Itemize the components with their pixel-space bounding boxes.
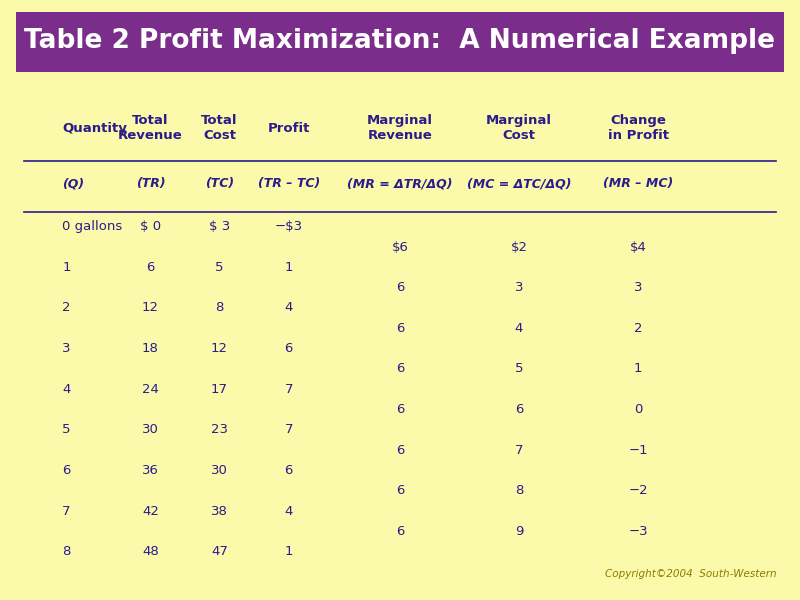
- Text: 38: 38: [211, 505, 228, 518]
- Text: 2: 2: [62, 301, 70, 314]
- Text: −2: −2: [628, 484, 648, 497]
- Text: −$3: −$3: [274, 220, 302, 233]
- Text: 6: 6: [285, 464, 293, 477]
- Text: 42: 42: [142, 505, 159, 518]
- Text: Marginal
Cost: Marginal Cost: [486, 115, 552, 142]
- Text: 2: 2: [634, 322, 642, 335]
- Text: Change
in Profit: Change in Profit: [607, 115, 669, 142]
- Text: (TR): (TR): [135, 178, 166, 190]
- Text: 6: 6: [396, 322, 404, 335]
- Text: Quantity: Quantity: [62, 122, 127, 135]
- Text: (MR = ΔTR/ΔQ): (MR = ΔTR/ΔQ): [347, 178, 453, 190]
- Text: 6: 6: [62, 464, 70, 477]
- Text: $2: $2: [510, 241, 527, 254]
- Text: 6: 6: [396, 403, 404, 416]
- Text: 5: 5: [215, 261, 224, 274]
- Text: Profit: Profit: [267, 122, 310, 135]
- Text: 18: 18: [142, 342, 159, 355]
- Text: $4: $4: [630, 241, 646, 254]
- Text: Copyright©2004  South-Western: Copyright©2004 South-Western: [605, 569, 776, 580]
- Text: (TC): (TC): [205, 178, 234, 190]
- Text: 30: 30: [211, 464, 228, 477]
- Text: 4: 4: [285, 505, 293, 518]
- Text: 8: 8: [215, 301, 224, 314]
- Text: 7: 7: [62, 505, 70, 518]
- Text: 5: 5: [62, 424, 70, 436]
- Text: (Q): (Q): [62, 178, 84, 190]
- Text: −1: −1: [628, 443, 648, 457]
- Text: 12: 12: [142, 301, 159, 314]
- Text: 6: 6: [396, 281, 404, 294]
- Text: (MC = ΔTC/ΔQ): (MC = ΔTC/ΔQ): [466, 178, 571, 190]
- Text: (MR – MC): (MR – MC): [603, 178, 674, 190]
- Text: 24: 24: [142, 383, 159, 396]
- Text: 4: 4: [515, 322, 523, 335]
- Text: Total
Revenue: Total Revenue: [118, 115, 182, 142]
- Text: 4: 4: [285, 301, 293, 314]
- Text: 47: 47: [211, 545, 228, 558]
- Text: 1: 1: [284, 545, 293, 558]
- Text: 4: 4: [62, 383, 70, 396]
- Text: 7: 7: [284, 383, 293, 396]
- Text: $6: $6: [391, 241, 409, 254]
- Text: 6: 6: [285, 342, 293, 355]
- Text: (TR – TC): (TR – TC): [258, 178, 320, 190]
- Text: 23: 23: [211, 424, 228, 436]
- Text: 0 gallons: 0 gallons: [62, 220, 122, 233]
- Text: 17: 17: [211, 383, 228, 396]
- Text: 6: 6: [396, 362, 404, 376]
- Text: 1: 1: [634, 362, 642, 376]
- Text: 7: 7: [514, 443, 523, 457]
- Text: Total
Cost: Total Cost: [202, 115, 238, 142]
- Text: $ 3: $ 3: [209, 220, 230, 233]
- Text: Marginal
Revenue: Marginal Revenue: [367, 115, 433, 142]
- Text: 6: 6: [396, 484, 404, 497]
- Text: 5: 5: [514, 362, 523, 376]
- Text: 12: 12: [211, 342, 228, 355]
- Text: 0: 0: [634, 403, 642, 416]
- Text: 3: 3: [62, 342, 70, 355]
- Text: 6: 6: [396, 443, 404, 457]
- Text: 36: 36: [142, 464, 159, 477]
- Text: 6: 6: [515, 403, 523, 416]
- Text: −3: −3: [628, 525, 648, 538]
- Text: $ 0: $ 0: [140, 220, 161, 233]
- FancyBboxPatch shape: [0, 12, 800, 72]
- Text: Table 2 Profit Maximization:  A Numerical Example: Table 2 Profit Maximization: A Numerical…: [25, 28, 775, 54]
- Text: 30: 30: [142, 424, 159, 436]
- Text: 8: 8: [62, 545, 70, 558]
- Text: 7: 7: [284, 424, 293, 436]
- Text: 8: 8: [515, 484, 523, 497]
- Text: 1: 1: [284, 261, 293, 274]
- Text: 1: 1: [62, 261, 70, 274]
- Text: 6: 6: [146, 261, 154, 274]
- Text: 3: 3: [634, 281, 642, 294]
- Text: 48: 48: [142, 545, 158, 558]
- Text: 9: 9: [515, 525, 523, 538]
- Text: 6: 6: [396, 525, 404, 538]
- Text: 3: 3: [514, 281, 523, 294]
